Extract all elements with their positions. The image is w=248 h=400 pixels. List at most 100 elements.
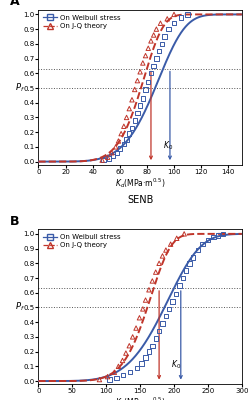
Point [115, 150, 119, 156]
Point [119, 130, 123, 137]
Point [112, 369, 116, 376]
Point [111, 152, 115, 159]
Point [188, 260, 192, 266]
Point [158, 20, 162, 26]
Y-axis label: $P_f$: $P_f$ [15, 81, 25, 94]
Point [144, 297, 148, 303]
Point [216, 232, 220, 238]
Point [133, 86, 137, 93]
Point [146, 45, 150, 52]
Legend: On Weibull stress, On J-Q theory: On Weibull stress, On J-Q theory [42, 14, 122, 30]
Point [154, 335, 158, 342]
Point [154, 269, 158, 275]
Point [167, 306, 171, 312]
Point [135, 110, 139, 116]
Point [152, 32, 156, 38]
Point [162, 33, 166, 40]
Point [149, 70, 153, 76]
Point [138, 69, 142, 75]
Point [175, 235, 179, 242]
Point [184, 268, 188, 274]
Y-axis label: $P_f$: $P_f$ [15, 300, 25, 313]
Point [171, 298, 175, 305]
Point [160, 41, 164, 47]
Point [117, 138, 121, 144]
Point [141, 60, 145, 66]
Point [124, 136, 128, 143]
Point [144, 354, 148, 361]
Point [221, 231, 225, 237]
Point [139, 360, 143, 366]
Point [157, 328, 161, 334]
Point [124, 350, 128, 356]
Point [127, 130, 131, 137]
X-axis label: $K_d$(MPa·m$^{0.5}$): $K_d$(MPa·m$^{0.5}$) [115, 396, 165, 400]
Point [196, 247, 200, 253]
Point [106, 154, 110, 160]
Point [118, 145, 122, 152]
Point [150, 342, 154, 349]
Point [128, 369, 132, 376]
Point [101, 157, 105, 163]
Point [121, 372, 125, 378]
Point [182, 231, 186, 237]
Point [106, 374, 110, 380]
Point [131, 334, 135, 340]
Point [165, 16, 169, 22]
Point [141, 306, 145, 312]
Point [155, 55, 158, 62]
Point [138, 102, 142, 109]
Point [206, 236, 210, 243]
Point [149, 38, 153, 44]
Point [172, 11, 176, 18]
Point [155, 26, 158, 32]
Text: SENB: SENB [127, 196, 153, 206]
Point [147, 348, 151, 355]
Point [150, 278, 154, 284]
Point [144, 52, 148, 59]
Point [114, 144, 118, 150]
Point [179, 14, 183, 20]
Point [127, 106, 131, 112]
Point [152, 63, 156, 69]
Text: $K_0$: $K_0$ [171, 359, 182, 372]
Point [178, 282, 182, 288]
Point [141, 95, 145, 102]
Point [191, 254, 195, 261]
Point [130, 124, 134, 131]
Point [122, 123, 126, 130]
Point [124, 114, 128, 121]
Point [135, 365, 139, 371]
Point [121, 357, 124, 364]
Point [174, 291, 178, 298]
Point [157, 260, 161, 266]
Point [135, 78, 139, 84]
Point [157, 48, 161, 54]
Point [108, 376, 112, 383]
Point [117, 363, 121, 370]
Point [160, 320, 164, 327]
X-axis label: $K_d$(MPa·m$^{0.5}$): $K_d$(MPa·m$^{0.5}$) [115, 176, 165, 190]
Point [133, 117, 137, 124]
Point [181, 275, 185, 281]
Point [160, 253, 164, 259]
Point [114, 375, 118, 381]
Point [211, 234, 215, 240]
Point [137, 314, 141, 321]
Point [110, 150, 114, 156]
Point [100, 157, 104, 163]
Point [127, 342, 131, 349]
Point [130, 96, 134, 103]
Point [200, 241, 204, 247]
Point [107, 156, 111, 162]
Point [167, 26, 171, 32]
Point [144, 86, 148, 93]
Text: B: B [10, 215, 20, 228]
Point [134, 325, 138, 331]
Point [164, 247, 168, 253]
Point [169, 241, 173, 247]
Point [122, 141, 126, 147]
Legend: On Weibull stress, On J-Q theory: On Weibull stress, On J-Q theory [42, 233, 122, 250]
Point [97, 376, 101, 383]
Text: A: A [10, 0, 20, 8]
